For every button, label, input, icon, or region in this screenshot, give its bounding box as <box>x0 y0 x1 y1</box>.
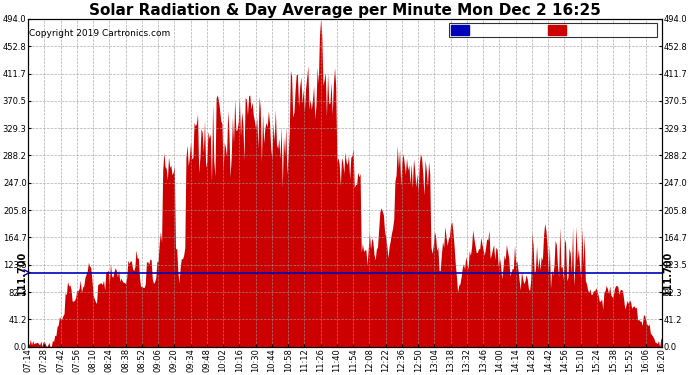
Text: 111.700: 111.700 <box>17 251 27 295</box>
Title: Solar Radiation & Day Average per Minute Mon Dec 2 16:25: Solar Radiation & Day Average per Minute… <box>89 3 601 18</box>
Text: Copyright 2019 Cartronics.com: Copyright 2019 Cartronics.com <box>29 29 170 38</box>
Text: 111.700: 111.700 <box>663 251 673 295</box>
Legend: Median (w/m2), Radiation (w/m2): Median (w/m2), Radiation (w/m2) <box>449 24 658 37</box>
